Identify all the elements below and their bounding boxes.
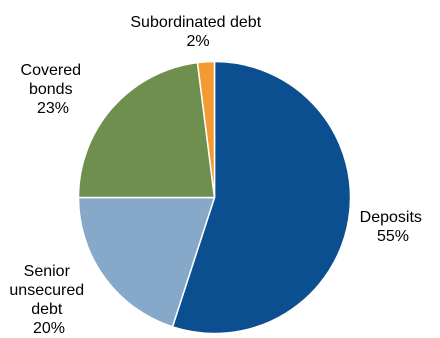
pie-slice-deposits [171,60,352,335]
pie-slice-senior-unsecured-debt [77,196,216,328]
slice-label-deposits: Deposits 55% [360,209,427,245]
slice-label-covered-bonds: Covered bonds 23% [21,62,86,117]
pie-slices [77,60,352,335]
slice-label-subordinated-debt: Subordinated debt 2% [130,14,265,50]
pie-slice-covered-bonds [77,61,216,199]
pie-slice-subordinated-debt [196,60,216,199]
slice-label-senior-unsecured-debt: Senior unsecured debt 20% [9,263,88,337]
